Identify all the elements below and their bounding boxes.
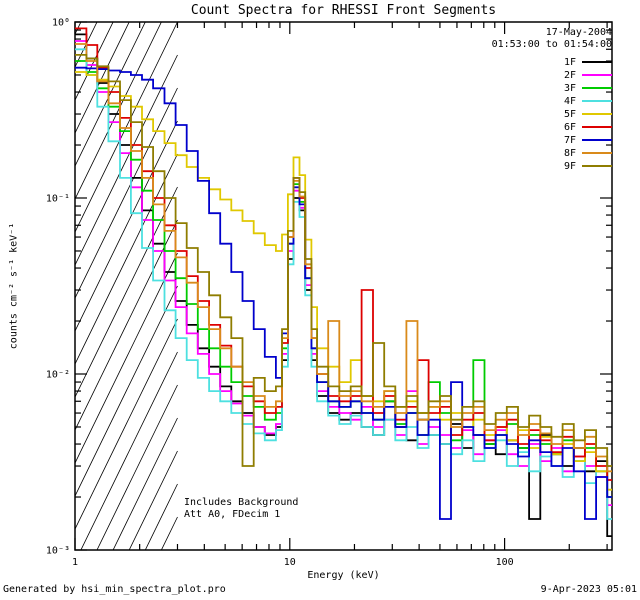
legend-color-line [582,113,612,115]
legend-item-4F: 4F [564,95,612,107]
legend-color-line [582,126,612,128]
spectrum-8F [75,43,612,473]
generator-credit: Generated by hsi_min_spectra_plot.pro [3,584,226,595]
legend-label: 3F [563,82,576,94]
legend-color-line [582,139,612,141]
legend-label: 1F [563,56,576,68]
axes: 1 10 100 10⁰ 10⁻¹ 10⁻² 10⁻³ [46,18,613,568]
legend-item-9F: 9F [564,160,612,172]
x-tick-label: 1 [72,557,78,568]
x-tick-label: 10 [284,557,296,568]
spectrum-1F [75,33,612,537]
legend-item-3F: 3F [564,82,612,94]
spectrum-9F [75,54,612,467]
legend-item-7F: 7F [564,134,612,146]
legend-label: 8F [563,147,576,159]
spectrum-3F [75,60,612,498]
legend-item-1F: 1F [564,56,612,68]
y-tick-label: 10⁰ [52,18,70,29]
legend-label: 9F [563,160,576,172]
legend-label: 6F [563,121,576,133]
legend-color-line [582,152,612,154]
legend-color-line [582,87,612,89]
y-tick-label: 10⁻³ [46,546,70,557]
legend-color-line [582,165,612,167]
spectrum-7F [75,66,612,520]
observation-date: 17-May-2004 [545,27,612,38]
x-tick-label: 100 [496,557,514,568]
spectra-series [75,27,612,537]
legend: 1F 2F 3F 4F 5F 6F 7F 8F 9F [564,56,612,172]
legend-item-2F: 2F [564,69,612,81]
y-axis-label: counts cm⁻² s⁻¹ keV⁻¹ [8,222,20,350]
chart-title: Count Spectra for RHESSI Front Segments [190,3,497,18]
hatch-region [75,22,178,550]
observation-time-range: 01:53:00 to 01:54:00 [491,39,612,50]
x-axis-label: Energy (keV) [307,570,380,581]
y-tick-label: 10⁻² [46,370,70,381]
legend-label: 5F [563,108,576,120]
legend-item-5F: 5F [564,108,612,120]
legend-item-8F: 8F [564,147,612,159]
attenuator-note: Att A0, FDecim 1 [184,509,281,520]
background-note: Includes Background [184,497,299,508]
legend-color-line [582,74,612,76]
legend-color-line [582,100,612,102]
legend-label: 7F [563,134,576,146]
legend-item-6F: 6F [564,121,612,133]
legend-label: 2F [563,69,576,81]
legend-label: 4F [563,95,576,107]
generation-timestamp: 9-Apr-2023 05:01 [540,584,637,595]
y-tick-label: 10⁻¹ [46,194,70,205]
legend-color-line [582,61,612,63]
